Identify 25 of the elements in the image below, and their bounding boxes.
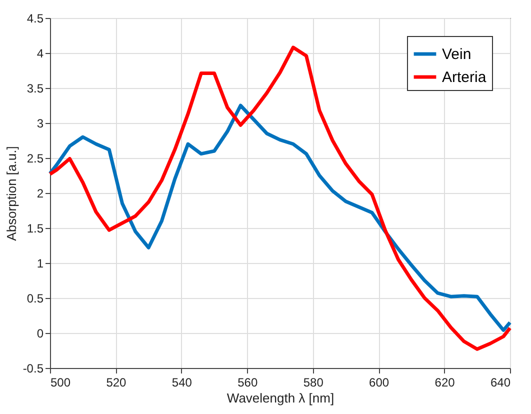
y-tick-label: 3 bbox=[36, 116, 44, 130]
y-tick-label: -0.5 bbox=[22, 362, 44, 376]
y-tick-label: 4.5 bbox=[26, 12, 44, 26]
x-tick-label: 600 bbox=[369, 376, 390, 390]
x-tick-label: 520 bbox=[106, 376, 127, 390]
x-tick-label: 540 bbox=[172, 376, 192, 390]
line-series bbox=[48, 104, 512, 332]
y-tick-label: 3.5 bbox=[26, 82, 44, 96]
y-tick-label: 2.5 bbox=[26, 152, 44, 166]
y-tick-label: 0.5 bbox=[26, 292, 44, 306]
x-tick-label: 620 bbox=[434, 376, 456, 390]
x-axis-title: Wavelength λ [nm] bbox=[226, 390, 334, 406]
x-tick-label: 580 bbox=[303, 376, 324, 390]
legend-label: Arteria bbox=[442, 69, 487, 86]
y-tick-label: 0 bbox=[36, 326, 44, 340]
x-tick-label: 640 bbox=[490, 376, 511, 390]
y-tick-label: 1.5 bbox=[26, 222, 44, 236]
y-tick-label: 4 bbox=[36, 46, 44, 60]
y-axis-title: Absorption [a.u.] bbox=[4, 146, 19, 241]
y-tick-label: 2 bbox=[36, 186, 44, 200]
x-tick-label: 560 bbox=[238, 376, 258, 390]
legend-label: Vein bbox=[442, 46, 472, 63]
y-tick-label: 1 bbox=[36, 256, 44, 270]
line-series bbox=[48, 46, 512, 351]
x-tick-label: 500 bbox=[50, 376, 71, 390]
